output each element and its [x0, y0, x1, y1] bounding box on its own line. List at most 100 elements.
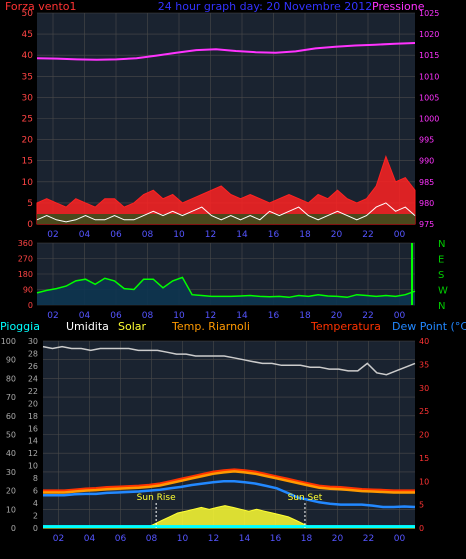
series-chill — [43, 470, 415, 494]
x-tick-label: 22 — [363, 534, 374, 544]
y-left2-tick: 4 — [33, 499, 38, 508]
x-tick-label: 14 — [239, 534, 251, 544]
series-direction-fill — [37, 277, 415, 305]
y-left2-tick: 30 — [28, 337, 38, 346]
y-left1-tick: 80 — [6, 374, 16, 383]
y-right-tick: 5 — [419, 501, 424, 510]
series-pressure — [36, 42, 416, 61]
y-left2-tick: 26 — [28, 362, 38, 371]
y-right-tick: 975 — [419, 220, 434, 229]
compass-label: W — [438, 286, 448, 297]
y-right-tick: 980 — [419, 199, 434, 208]
series-wind — [36, 202, 416, 223]
x-tick-label: 12 — [205, 311, 216, 321]
y-left1-tick: 70 — [6, 393, 16, 402]
x-tick-label: 00 — [394, 311, 406, 321]
y-left1-tick: 60 — [6, 412, 16, 421]
header-wind-label: Forza vento1 — [5, 0, 77, 13]
x-tick-label: 00 — [394, 534, 406, 544]
x-tick-label: 18 — [299, 230, 311, 240]
y-left1-tick: 20 — [6, 487, 16, 496]
y-left-tick: 35 — [22, 72, 33, 82]
compass-label: N — [438, 301, 445, 312]
y-right-tick: 1015 — [419, 51, 439, 60]
y-left-tick: 40 — [22, 51, 34, 61]
y-left2-tick: 2 — [33, 512, 38, 521]
x-tick-label: 06 — [110, 230, 122, 240]
header-pressure-label: Pressione — [372, 0, 425, 13]
legend-humidity: Umidita — [66, 320, 109, 333]
x-tick-label: 10 — [177, 534, 189, 544]
x-tick-label: 06 — [110, 311, 122, 321]
wind-pressure-chart: Forza vento1 24 hour graph day: 20 Novem… — [5, 0, 439, 240]
y-left-tick: 5 — [27, 199, 33, 209]
x-tick-label: 04 — [79, 311, 91, 321]
header-date-title: 24 hour graph day: 20 Novembre 2012 — [158, 0, 372, 13]
x-tick-label: 08 — [142, 230, 154, 240]
x-tick-label: 08 — [142, 311, 154, 321]
y-right-tick: 1010 — [419, 72, 439, 81]
series-humidity — [42, 345, 416, 376]
x-tick-label: 06 — [115, 534, 127, 544]
y-left2-tick: 6 — [33, 487, 38, 496]
x-tick-label: 02 — [47, 230, 58, 240]
legend-chill: Temp. Riarnoli — [171, 320, 250, 333]
y-left-tick: 360 — [18, 239, 33, 248]
y-left1-tick: 90 — [6, 356, 16, 365]
y-left-tick: 180 — [18, 270, 33, 279]
y-right-tick: 1000 — [419, 115, 439, 124]
x-tick-label: 02 — [47, 311, 58, 321]
x-tick-label: 10 — [173, 311, 185, 321]
y-left-tick: 45 — [22, 30, 33, 40]
x-tick-label: 10 — [173, 230, 185, 240]
y-left2-tick: 12 — [28, 449, 38, 458]
y-right-tick: 1005 — [419, 93, 439, 102]
y-right-tick: 30 — [419, 384, 429, 393]
legend-solar: Solar — [118, 320, 147, 333]
y-right-tick: 985 — [419, 178, 434, 187]
legend-dewpoint: Dew Point (°C) — [392, 320, 466, 333]
compass-label: E — [438, 255, 444, 266]
y-right-tick: 995 — [419, 136, 434, 145]
x-tick-label: 04 — [79, 230, 91, 240]
y-left-tick: 20 — [22, 136, 34, 146]
compass-label: S — [438, 270, 444, 281]
x-tick-label: 16 — [270, 534, 282, 544]
y-left-tick: 90 — [23, 286, 33, 295]
y-left1-tick: 100 — [1, 337, 16, 346]
x-tick-label: 18 — [301, 534, 313, 544]
y-left-tick: 15 — [22, 157, 33, 167]
y-left-tick: 0 — [27, 220, 33, 230]
y-right-tick: 1025 — [419, 9, 439, 18]
x-tick-label: 00 — [394, 230, 406, 240]
y-left1-tick: 30 — [6, 468, 16, 477]
y-left2-tick: 20 — [28, 399, 38, 408]
y-right-tick: 25 — [419, 407, 429, 416]
series-rain — [43, 525, 415, 529]
series-gust — [36, 155, 416, 225]
x-tick-label: 16 — [268, 311, 280, 321]
y-left2-tick: 16 — [28, 424, 38, 433]
y-right-tick: 20 — [419, 431, 429, 440]
y-left-tick: 50 — [22, 9, 34, 19]
y-left2-tick: 28 — [28, 349, 38, 358]
y-left-tick: 30 — [22, 93, 34, 103]
y-left1-tick: 50 — [6, 431, 16, 440]
x-tick-label: 08 — [146, 534, 158, 544]
x-tick-label: 04 — [84, 534, 96, 544]
y-right-tick: 10 — [419, 477, 429, 486]
y-left2-tick: 14 — [28, 437, 38, 446]
y-left-tick: 25 — [22, 115, 33, 125]
y-left1-tick: 10 — [6, 505, 16, 514]
y-left2-tick: 10 — [28, 462, 38, 471]
x-tick-label: 20 — [331, 311, 343, 321]
y-left-tick: 270 — [18, 255, 33, 264]
legend-temperature: Temperatura — [310, 320, 381, 333]
x-tick-label: 14 — [236, 230, 248, 240]
y-left2-tick: 18 — [28, 412, 38, 421]
x-tick-label: 12 — [208, 534, 219, 544]
temperature-humidity-chart: Pioggia Umidita Solar Temp. Riarnoli Tem… — [0, 320, 466, 544]
y-right-tick: 1020 — [419, 30, 439, 39]
